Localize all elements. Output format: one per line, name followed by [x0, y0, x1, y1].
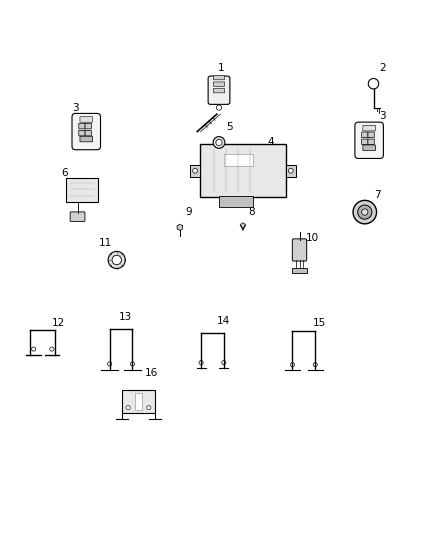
- FancyBboxPatch shape: [363, 145, 375, 150]
- Text: 7: 7: [374, 190, 381, 200]
- Text: 6: 6: [61, 168, 68, 178]
- Circle shape: [199, 360, 203, 365]
- Circle shape: [290, 362, 295, 367]
- FancyBboxPatch shape: [85, 123, 92, 129]
- FancyBboxPatch shape: [66, 179, 98, 203]
- Text: 15: 15: [312, 318, 326, 328]
- FancyBboxPatch shape: [208, 76, 230, 104]
- FancyBboxPatch shape: [292, 268, 307, 273]
- Circle shape: [147, 406, 151, 410]
- FancyBboxPatch shape: [219, 196, 253, 207]
- Circle shape: [368, 78, 379, 89]
- FancyBboxPatch shape: [72, 114, 100, 150]
- Circle shape: [131, 362, 134, 366]
- Circle shape: [216, 105, 222, 110]
- Circle shape: [222, 360, 226, 365]
- FancyBboxPatch shape: [363, 125, 375, 131]
- FancyBboxPatch shape: [292, 239, 307, 261]
- FancyBboxPatch shape: [200, 144, 286, 197]
- Circle shape: [241, 223, 245, 228]
- Circle shape: [288, 168, 293, 173]
- Circle shape: [358, 205, 372, 219]
- FancyBboxPatch shape: [80, 117, 92, 122]
- Circle shape: [353, 200, 377, 224]
- FancyBboxPatch shape: [80, 136, 92, 142]
- Circle shape: [313, 362, 317, 367]
- Circle shape: [216, 139, 222, 146]
- Circle shape: [108, 362, 112, 366]
- Text: 12: 12: [51, 318, 64, 328]
- Text: 13: 13: [119, 312, 132, 321]
- Circle shape: [108, 252, 125, 269]
- Circle shape: [112, 255, 121, 265]
- Polygon shape: [177, 224, 183, 230]
- Text: 16: 16: [145, 368, 158, 378]
- Circle shape: [50, 347, 54, 351]
- FancyBboxPatch shape: [362, 132, 368, 138]
- FancyBboxPatch shape: [286, 165, 296, 177]
- FancyBboxPatch shape: [122, 390, 155, 413]
- FancyBboxPatch shape: [79, 131, 85, 136]
- Text: 9: 9: [185, 207, 192, 217]
- Text: 3: 3: [72, 103, 79, 112]
- Circle shape: [126, 406, 130, 410]
- Text: 3: 3: [379, 111, 385, 122]
- FancyBboxPatch shape: [213, 82, 225, 86]
- FancyBboxPatch shape: [190, 165, 200, 177]
- Text: 11: 11: [99, 238, 113, 247]
- Text: 4: 4: [268, 138, 275, 148]
- FancyBboxPatch shape: [362, 139, 368, 144]
- FancyBboxPatch shape: [135, 393, 142, 410]
- FancyBboxPatch shape: [355, 122, 383, 158]
- FancyBboxPatch shape: [85, 131, 92, 136]
- Circle shape: [362, 209, 368, 215]
- Text: 10: 10: [306, 233, 319, 243]
- Circle shape: [213, 136, 225, 148]
- FancyBboxPatch shape: [368, 132, 374, 138]
- Text: 8: 8: [248, 207, 255, 217]
- FancyBboxPatch shape: [79, 123, 85, 129]
- FancyBboxPatch shape: [368, 139, 374, 144]
- FancyBboxPatch shape: [213, 88, 225, 93]
- Text: 14: 14: [217, 316, 230, 326]
- Text: 1: 1: [218, 63, 225, 74]
- FancyBboxPatch shape: [224, 154, 253, 166]
- FancyBboxPatch shape: [213, 76, 225, 80]
- Text: 5: 5: [226, 122, 233, 132]
- Circle shape: [193, 168, 198, 173]
- Circle shape: [32, 347, 36, 351]
- FancyBboxPatch shape: [70, 212, 85, 221]
- Text: 2: 2: [379, 63, 385, 74]
